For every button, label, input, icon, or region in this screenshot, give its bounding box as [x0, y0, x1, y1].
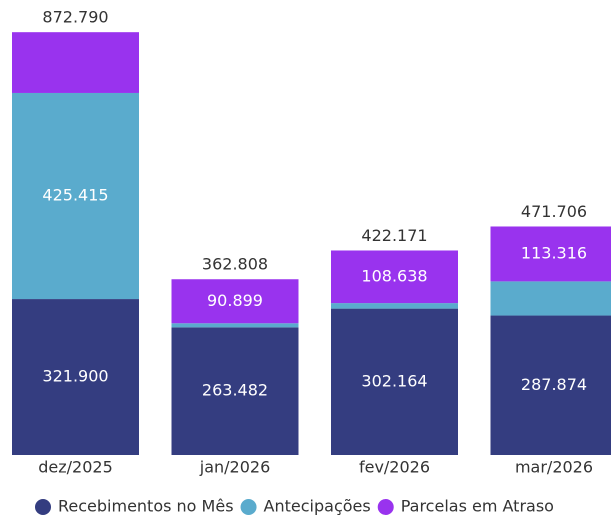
total-label: 422.171	[361, 226, 427, 245]
bar-segment	[331, 250, 458, 304]
value-label: 302.164	[361, 371, 427, 390]
total-label: 471.706	[521, 202, 587, 221]
x-tick-label: fev/2026	[359, 458, 430, 477]
bar-segment	[490, 226, 611, 282]
bar-segment	[331, 308, 458, 455]
value-label: 287.874	[521, 375, 587, 394]
value-label: 425.415	[42, 186, 108, 205]
bar-segment	[171, 323, 299, 328]
legend-label: Recebimentos no Mês	[58, 497, 234, 515]
bar-segment	[171, 327, 299, 455]
x-tick-label: jan/2026	[199, 458, 271, 477]
value-label: 321.900	[42, 367, 108, 386]
value-label: 90.899	[207, 291, 263, 310]
x-tick-label: mar/2026	[515, 458, 593, 477]
value-label: 263.482	[202, 381, 268, 400]
bar-segment	[12, 32, 139, 93]
x-tick-label: dez/2025	[38, 458, 113, 477]
bar-segment	[171, 279, 299, 324]
legend-label: Parcelas em Atraso	[401, 497, 554, 515]
legend-label: Antecipações	[264, 497, 371, 515]
total-label: 362.808	[202, 255, 268, 274]
legend-marker	[35, 499, 51, 515]
legend-marker	[377, 499, 394, 515]
bar-segment	[490, 281, 611, 316]
legend-marker	[240, 499, 257, 515]
bar-segment	[490, 315, 611, 455]
value-label: 108.638	[361, 266, 427, 285]
value-label: 113.316	[521, 243, 587, 262]
bar-segment	[331, 303, 458, 309]
bar-segment	[12, 299, 139, 455]
bar-segment	[12, 92, 139, 300]
total-label: 872.790	[42, 8, 108, 27]
